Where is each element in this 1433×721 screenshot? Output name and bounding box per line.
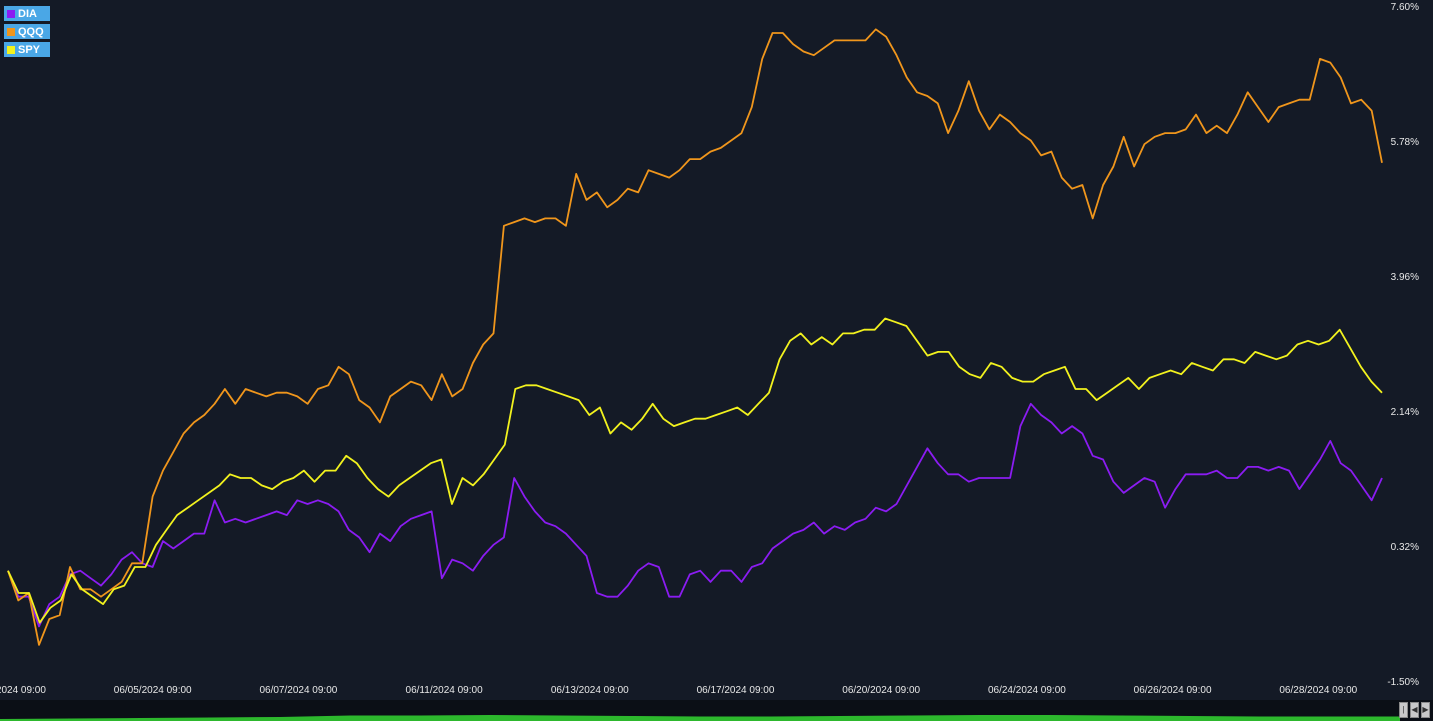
x-tick-label: 06/07/2024 09:00	[259, 685, 337, 696]
legend-item-dia[interactable]: DIA	[4, 6, 50, 21]
legend-label: DIA	[18, 7, 37, 20]
y-axis-labels: 7.60% 5.78% 3.96% 2.14% 0.32% -1.50%	[1387, 2, 1419, 688]
x-tick-label: 06/13/2024 09:00	[551, 685, 629, 696]
series-line-dia	[7, 402, 1383, 628]
y-tick-label: -1.50%	[1387, 677, 1419, 688]
x-tick-label: 06/11/2024 09:00	[406, 685, 484, 696]
line-chart: 7.60% 5.78% 3.96% 2.14% 0.32% -1.50% 06/03/20…	[0, 2, 1419, 696]
legend-label: QQQ	[18, 25, 44, 38]
legend-swatch	[7, 27, 15, 36]
scroll-left-button[interactable]: ◀	[1410, 702, 1419, 718]
x-tick-label: 06/03/2024 09:00	[0, 685, 46, 696]
navigator-left-handle[interactable]: |	[1399, 702, 1408, 718]
y-tick-label: 2.14%	[1391, 407, 1419, 418]
legend: DIA QQQ SPY	[4, 6, 50, 57]
navigator-volume-area	[0, 715, 1400, 721]
x-tick-label: 06/28/2024 09:00	[1279, 685, 1357, 696]
legend-item-spy[interactable]: SPY	[4, 42, 50, 57]
navigator-area	[0, 715, 1400, 721]
series-line-qqq	[7, 28, 1383, 646]
x-tick-label: 06/24/2024 09:00	[988, 685, 1066, 696]
y-tick-label: 5.78%	[1391, 137, 1419, 148]
series-line-spy	[7, 317, 1383, 624]
legend-swatch	[7, 9, 15, 18]
x-tick-label: 06/20/2024 09:00	[842, 685, 920, 696]
scroll-right-button[interactable]: ▶	[1421, 702, 1430, 718]
y-tick-label: 3.96%	[1391, 272, 1419, 283]
x-tick-label: 06/17/2024 09:00	[697, 685, 775, 696]
series-lines	[7, 28, 1383, 646]
legend-label: SPY	[18, 43, 41, 56]
legend-item-qqq[interactable]: QQQ	[4, 24, 50, 39]
time-navigator[interactable]: | ◀ ▶	[0, 700, 1433, 721]
x-tick-label: 06/05/2024 09:00	[114, 685, 192, 696]
x-tick-label: 06/26/2024 09:00	[1134, 685, 1212, 696]
y-tick-label: 0.32%	[1391, 542, 1419, 553]
legend-swatch	[7, 45, 15, 54]
x-axis-labels: 06/03/2024 09:00 06/05/2024 09:00 06/07/20…	[0, 685, 1358, 696]
y-tick-label: 7.60%	[1391, 2, 1419, 13]
